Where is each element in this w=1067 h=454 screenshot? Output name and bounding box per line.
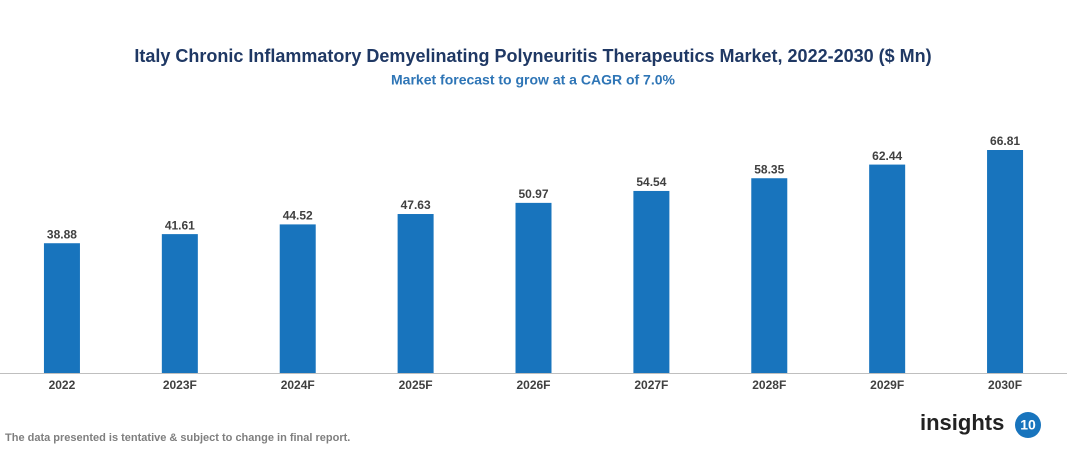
- x-tick-label: 2024F: [281, 378, 315, 392]
- x-tick-label: 2029F: [870, 378, 904, 392]
- data-label: 41.61: [165, 218, 195, 232]
- bar: [869, 164, 906, 373]
- data-label: 66.81: [990, 134, 1020, 148]
- bar: [987, 150, 1024, 373]
- bar: [751, 178, 788, 373]
- data-label: 54.54: [636, 175, 666, 189]
- x-tick-label: 2028F: [752, 378, 786, 392]
- x-tick-label: 2025F: [399, 378, 433, 392]
- x-tick-label: 2027F: [634, 378, 668, 392]
- x-tick-label: 2022: [49, 378, 76, 392]
- chart-subtitle: Market forecast to grow at a CAGR of 7.0…: [391, 72, 676, 88]
- chart-title: Italy Chronic Inflammatory Demyelinating…: [134, 46, 931, 66]
- bar: [515, 202, 552, 373]
- data-label: 58.35: [754, 162, 784, 176]
- bar: [279, 224, 316, 373]
- logo-badge: [1015, 412, 1041, 438]
- data-label: 47.63: [401, 198, 431, 212]
- bar: [633, 190, 670, 373]
- data-label: 50.97: [518, 187, 548, 201]
- bar: [161, 234, 198, 373]
- x-tick-label: 2026F: [516, 378, 550, 392]
- bar: [397, 214, 434, 373]
- logo-text: insights: [920, 410, 1004, 435]
- data-label: 44.52: [283, 209, 313, 223]
- x-tick-label: 2030F: [988, 378, 1022, 392]
- bar: [43, 243, 80, 373]
- x-tick-label: 2023F: [163, 378, 197, 392]
- footnote: The data presented is tentative & subjec…: [5, 432, 350, 444]
- logo-badge-text: 10: [1020, 417, 1036, 433]
- data-label: 62.44: [872, 149, 902, 163]
- data-label: 38.88: [47, 227, 77, 241]
